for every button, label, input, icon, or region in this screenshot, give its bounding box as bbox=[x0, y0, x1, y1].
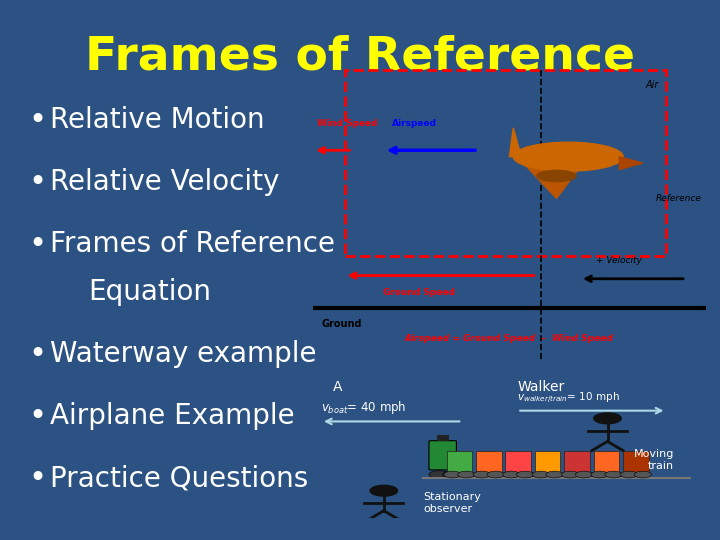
Ellipse shape bbox=[537, 170, 576, 181]
Circle shape bbox=[575, 471, 593, 478]
Text: •: • bbox=[28, 105, 46, 134]
Polygon shape bbox=[510, 128, 521, 157]
Circle shape bbox=[532, 471, 549, 478]
Circle shape bbox=[594, 413, 621, 424]
Circle shape bbox=[605, 471, 622, 478]
Text: Stationary
observer: Stationary observer bbox=[423, 492, 481, 514]
Text: + Velocity: + Velocity bbox=[595, 256, 642, 265]
Text: Wind Speed: Wind Speed bbox=[317, 119, 377, 128]
Circle shape bbox=[546, 471, 563, 478]
Text: Walker: Walker bbox=[517, 380, 564, 394]
Circle shape bbox=[370, 485, 397, 496]
Bar bbox=[446, 451, 472, 472]
Bar bbox=[564, 451, 590, 472]
Bar bbox=[345, 70, 667, 256]
FancyBboxPatch shape bbox=[429, 441, 456, 470]
Text: $v_{boat}$= 40 mph: $v_{boat}$= 40 mph bbox=[321, 399, 407, 416]
Bar bbox=[535, 451, 560, 472]
Text: Ground: Ground bbox=[321, 319, 361, 329]
Text: •: • bbox=[28, 340, 46, 368]
Circle shape bbox=[473, 471, 490, 478]
Text: •: • bbox=[28, 230, 46, 259]
Bar bbox=[594, 451, 619, 472]
Text: Relative Velocity: Relative Velocity bbox=[50, 168, 279, 196]
Text: Air: Air bbox=[645, 79, 659, 90]
Text: Airspeed = Ground Speed  –  Wind Speed: Airspeed = Ground Speed – Wind Speed bbox=[405, 334, 614, 343]
Circle shape bbox=[516, 471, 534, 478]
Circle shape bbox=[443, 471, 462, 478]
Circle shape bbox=[634, 471, 652, 478]
Circle shape bbox=[562, 471, 579, 478]
Circle shape bbox=[621, 471, 638, 478]
Text: Moving
train: Moving train bbox=[634, 449, 674, 471]
Circle shape bbox=[458, 471, 475, 478]
Circle shape bbox=[487, 471, 504, 478]
Circle shape bbox=[503, 471, 520, 478]
Bar bbox=[437, 435, 449, 442]
Text: Frames of Reference: Frames of Reference bbox=[85, 35, 635, 80]
Text: Airplane Example: Airplane Example bbox=[50, 402, 294, 430]
Text: Equation: Equation bbox=[88, 278, 211, 306]
Text: •: • bbox=[28, 167, 46, 197]
Text: Ground Speed: Ground Speed bbox=[383, 288, 455, 297]
Polygon shape bbox=[517, 157, 588, 199]
Text: •: • bbox=[28, 402, 46, 430]
Text: Airspeed: Airspeed bbox=[392, 119, 436, 128]
Text: •: • bbox=[28, 463, 46, 492]
Text: Practice Questions: Practice Questions bbox=[50, 464, 308, 492]
Ellipse shape bbox=[513, 142, 624, 171]
Text: Waterway example: Waterway example bbox=[50, 340, 317, 368]
Text: Relative Motion: Relative Motion bbox=[50, 106, 265, 134]
Bar bbox=[476, 451, 502, 472]
Bar bbox=[624, 451, 649, 472]
Text: A: A bbox=[333, 380, 342, 394]
Text: Frames of Reference: Frames of Reference bbox=[50, 230, 335, 258]
Circle shape bbox=[429, 471, 449, 478]
Circle shape bbox=[591, 471, 608, 478]
Polygon shape bbox=[619, 157, 643, 170]
Text: Reference: Reference bbox=[656, 194, 702, 203]
Text: $v_{walker/train}$= 10 mph: $v_{walker/train}$= 10 mph bbox=[517, 391, 620, 406]
Circle shape bbox=[444, 471, 461, 478]
Bar bbox=[505, 451, 531, 472]
